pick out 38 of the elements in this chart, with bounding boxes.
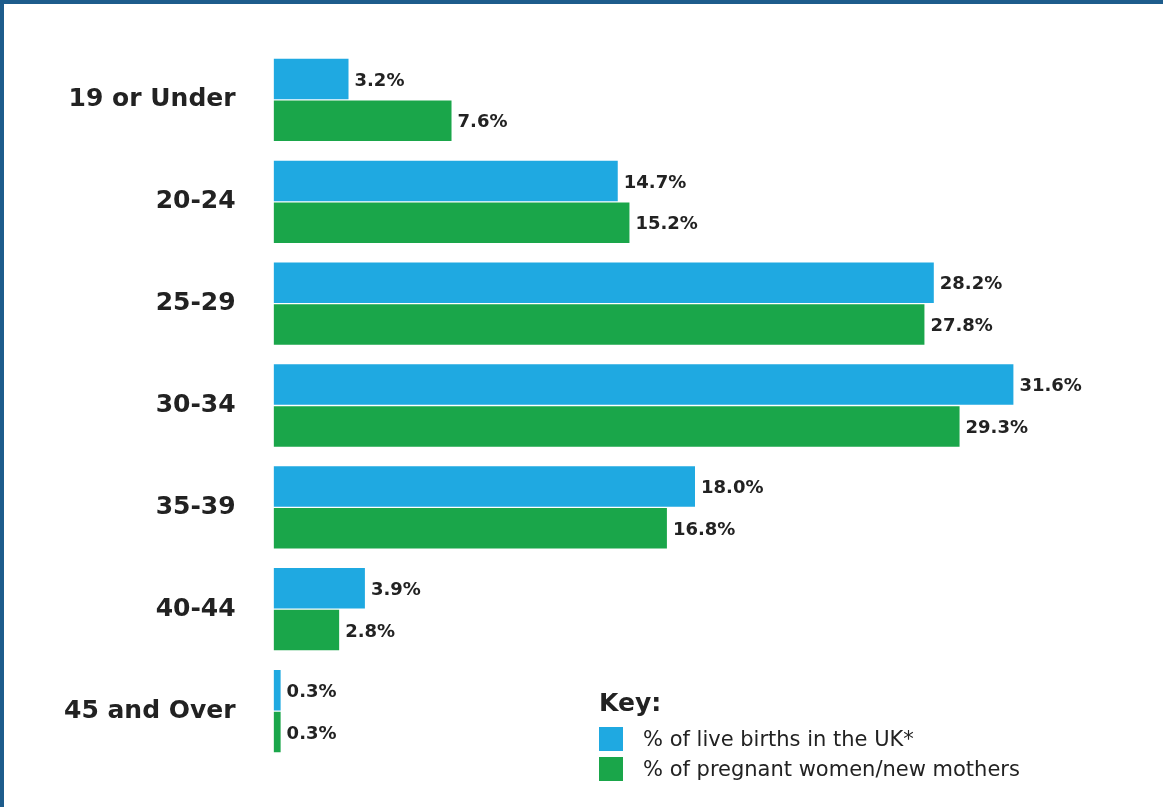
- bar: [273, 262, 934, 304]
- legend-title: Key:: [599, 688, 663, 717]
- bar: [273, 507, 667, 549]
- bar: [273, 58, 349, 100]
- data-label: 3.9%: [370, 578, 421, 600]
- data-label: 31.6%: [1019, 374, 1082, 396]
- bar: [273, 364, 1014, 405]
- bar: [273, 568, 365, 609]
- bar: [273, 669, 281, 711]
- bar: [273, 711, 281, 753]
- data-label: 0.3%: [286, 679, 337, 701]
- data-label: 2.8%: [345, 619, 396, 641]
- data-label: 14.7%: [623, 170, 687, 192]
- y-tick-label: 40-44: [155, 592, 236, 622]
- data-label: 29.3%: [965, 416, 1029, 438]
- legend-label: % of live births in the UK*: [643, 727, 914, 751]
- bar: [273, 100, 452, 142]
- data-label: 15.2%: [635, 212, 698, 234]
- y-tick-label: 45 and Over: [63, 694, 237, 724]
- data-label: 28.2%: [939, 272, 1003, 294]
- data-label: 7.6%: [457, 110, 508, 132]
- data-label: 0.3%: [286, 721, 337, 743]
- data-label: 16.8%: [672, 517, 736, 539]
- y-tick-label: 19 or Under: [68, 83, 237, 113]
- bar: [273, 160, 618, 202]
- bar: [273, 466, 695, 507]
- bar: [273, 609, 340, 651]
- data-label: 18.0%: [701, 476, 764, 498]
- legend-label: % of pregnant women/new mothers: [643, 757, 1020, 781]
- y-tick-label: 20-24: [155, 185, 236, 215]
- bar: [273, 202, 630, 243]
- data-label: 3.2%: [354, 68, 405, 90]
- y-tick-label: 35-39: [155, 490, 236, 520]
- y-tick-label: 25-29: [155, 287, 236, 317]
- y-tick-label: 30-34: [155, 389, 236, 418]
- bar: [273, 406, 960, 447]
- bar: [273, 304, 925, 345]
- data-label: 27.8%: [930, 314, 993, 336]
